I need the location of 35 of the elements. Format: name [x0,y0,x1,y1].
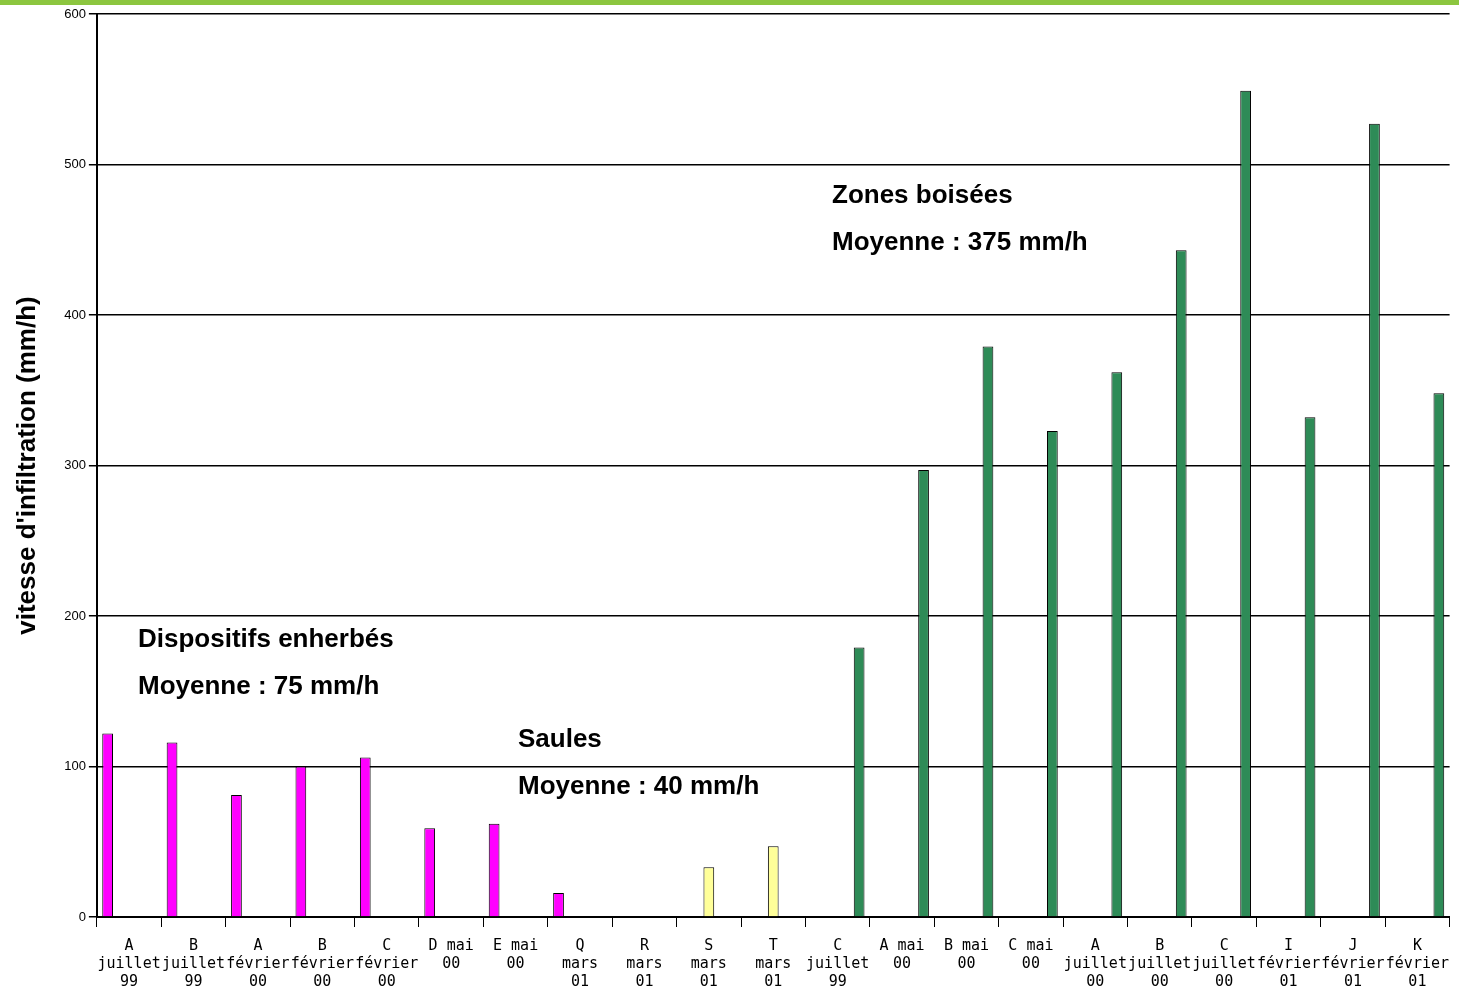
x-tick-label: A février 00 [226,935,290,990]
x-tick-label: J février 01 [1321,935,1385,990]
x-tick-label: A juillet 00 [1063,935,1127,990]
annotation: Saules [518,723,602,754]
annotation: Moyenne : 75 mm/h [138,670,380,701]
x-tick-label: R mars 01 [626,935,663,990]
x-tick-label: B mai 00 [943,935,990,972]
x-tick-label: C juillet 00 [1192,935,1256,990]
x-tick-label: A mai 00 [879,935,925,972]
x-tick-label: K février 01 [1385,935,1449,990]
x-tick-label: D mai 00 [428,935,474,972]
x-tick-label: I février 01 [1256,935,1321,990]
y-tick-label: 400 [64,306,86,322]
x-tick-label: B juillet 99 [161,935,226,990]
y-tick-label: 100 [64,758,86,774]
y-tick-label: 500 [64,156,86,172]
x-tick-label: S mars 01 [690,935,727,990]
annotation: Moyenne : 40 mm/h [518,770,760,801]
annotation: Dispositifs enherbés [138,623,394,654]
x-tick-label: A juillet 99 [97,935,161,990]
x-tick-label: B février 00 [290,935,354,990]
x-tick-label: Q mars 01 [561,935,599,990]
y-tick-label: 600 [64,5,86,21]
annotation: Moyenne : 375 mm/h [832,226,1088,257]
x-tick-label: E mai 00 [493,935,539,972]
y-tick-label: 0 [78,908,86,924]
x-tick-label: C juillet 99 [806,935,870,990]
y-axis-title: vitesse d'infiltration (mm/h) [10,296,41,635]
y-tick-label: 200 [64,607,86,623]
x-tick-label: B juillet 00 [1128,935,1192,990]
x-tick-label: C mai 00 [1008,935,1054,972]
y-tick-label: 300 [64,457,86,473]
x-tick-label: C février 00 [355,935,419,990]
annotation: Zones boisées [832,179,1013,210]
x-tick-label: T mars 01 [755,935,792,990]
